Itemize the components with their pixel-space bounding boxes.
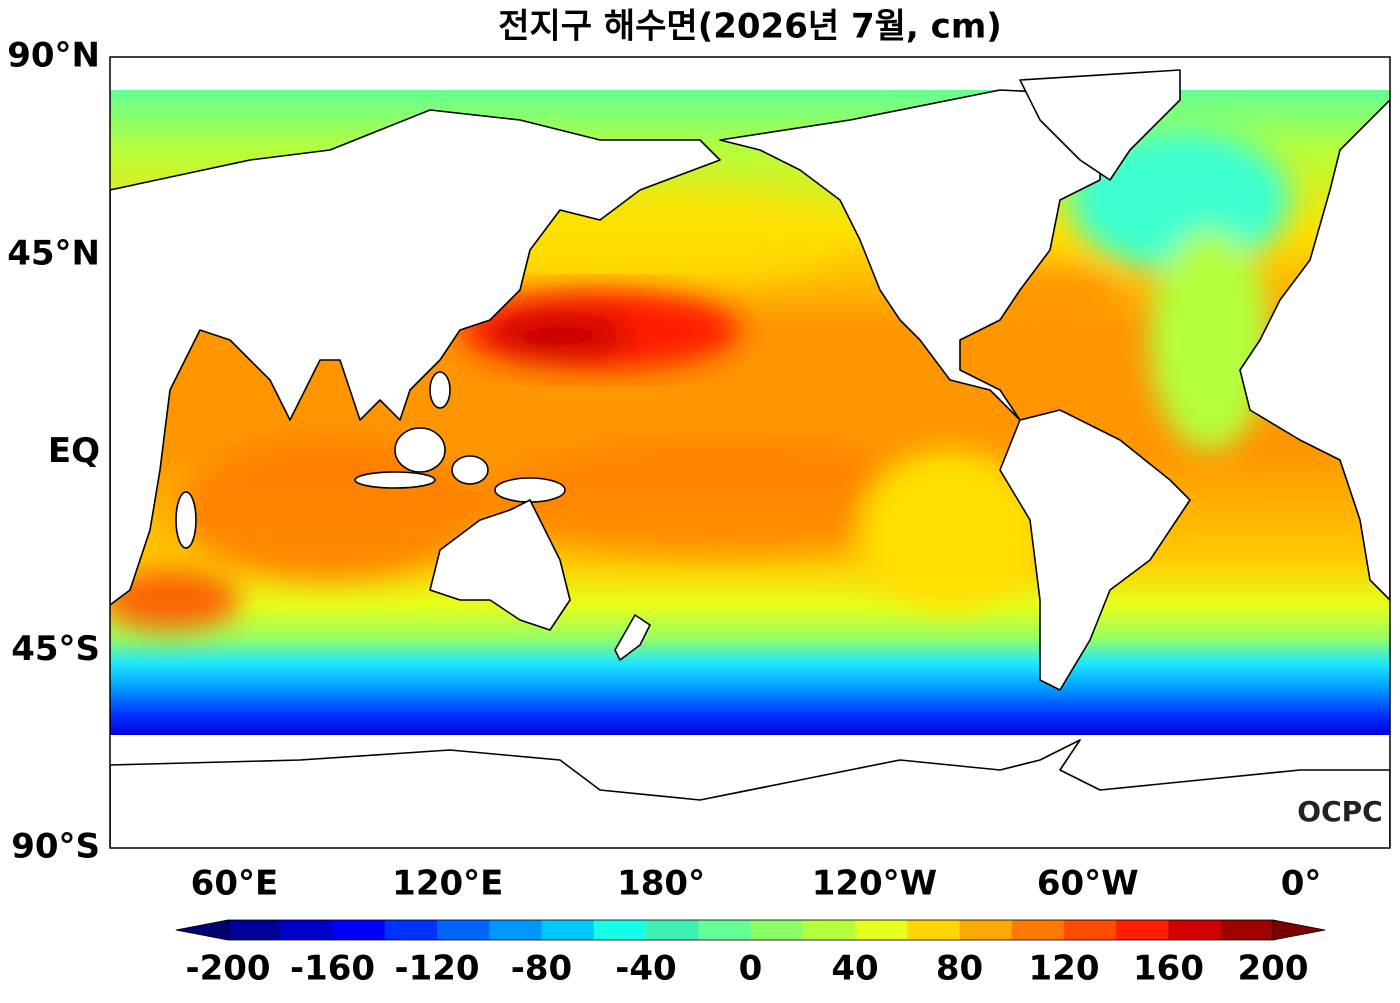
colorbar-segment (1168, 920, 1222, 940)
colorbar-segment (698, 920, 751, 940)
colorbar-segment (437, 920, 490, 940)
colorbar-segment (750, 920, 804, 940)
colorbar-tick-label: 0 (739, 949, 763, 989)
lon-tick-label: 60°E (191, 864, 279, 904)
colorbar-tick-label: 120 (1029, 949, 1100, 989)
colorbar-segment (489, 920, 542, 940)
lat-tick-label: 90°N (7, 36, 100, 76)
map-field: OCPC (110, 57, 1390, 848)
colorbar-segment (1116, 920, 1169, 940)
colorbar-segment (959, 920, 1013, 940)
colorbar-tick-label: 40 (831, 949, 878, 989)
colorbar-segment (1011, 920, 1065, 940)
lon-tick-label: 120°W (812, 864, 937, 904)
lat-tick-label: 90°S (11, 827, 100, 867)
colorbar-tick-label: -40 (615, 949, 676, 989)
lon-tick-label: 60°W (1037, 864, 1139, 904)
lat-tick-label: 45°N (7, 233, 100, 273)
colorbar-segment (332, 920, 386, 940)
colorbar: -200 -160 -120 -80 -40 0 40 80 120 160 200 (175, 919, 1326, 989)
colorbar-segment (1220, 920, 1274, 940)
map-frame (109, 56, 1391, 849)
lat-tick-label: EQ (48, 431, 100, 471)
axes: 90°N 45°N EQ 45°S 90°S 60°E 120°E 180° 120°W 60°W… (7, 36, 1321, 904)
colorbar-segment (280, 920, 333, 940)
colorbar-tick-label: 160 (1133, 949, 1204, 989)
colorbar-segment (593, 920, 647, 940)
colorbar-tick-label: -120 (394, 949, 479, 989)
lat-tick-label: 45°S (11, 629, 100, 669)
lon-tick-label: 0° (1281, 864, 1322, 904)
colorbar-segment (228, 920, 281, 940)
colorbar-over (1272, 919, 1326, 941)
colorbar-tick-label: -200 (185, 949, 270, 989)
colorbar-tick-label: -80 (511, 949, 572, 989)
lon-tick-label: 180° (617, 864, 705, 904)
logo: OCPC (1297, 795, 1382, 828)
colorbar-segment (646, 920, 699, 940)
title: 전지구 해수면(2026년 7월, cm) (498, 7, 1002, 47)
colorbar-tick-label: -160 (290, 949, 375, 989)
lon-tick-label: 120°E (392, 864, 503, 904)
colorbar-tick-label: 80 (936, 949, 983, 989)
colorbar-segment (802, 920, 856, 940)
colorbar-segment (384, 920, 438, 940)
colorbar-segment (855, 920, 908, 940)
colorbar-segment (907, 920, 960, 940)
colorbar-frame (227, 919, 1274, 941)
colorbar-under (175, 919, 229, 941)
colorbar-segment (1064, 920, 1117, 940)
colorbar-tick-label: 200 (1238, 949, 1309, 989)
colorbar-segment (541, 920, 595, 940)
